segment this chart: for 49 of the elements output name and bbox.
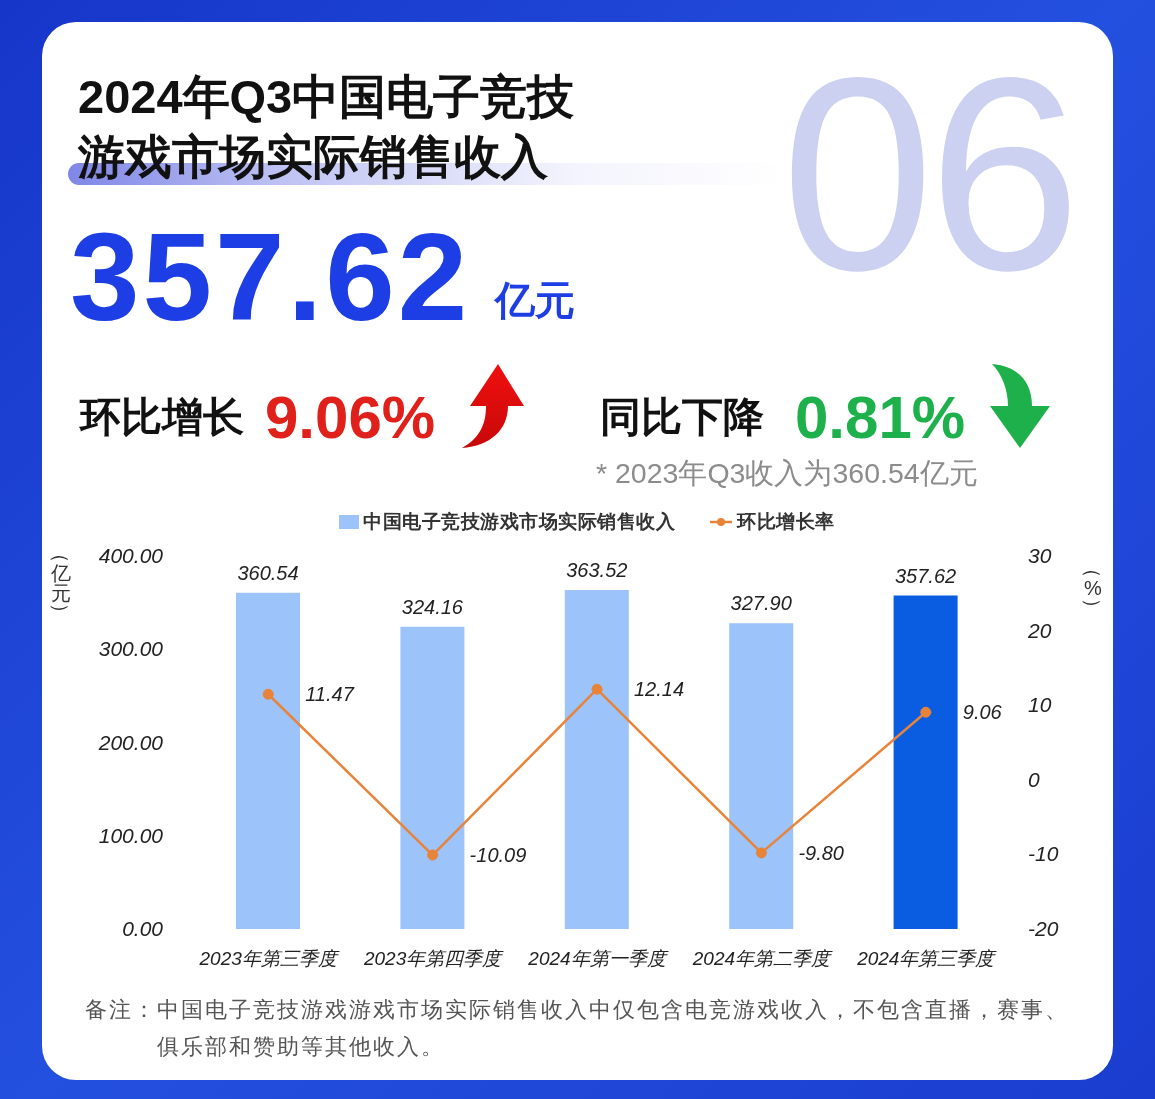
- bar: [236, 592, 300, 929]
- data-label: 327.90: [730, 592, 792, 615]
- point: [920, 706, 932, 718]
- text: 同比下降: [600, 394, 764, 440]
- legend-label: 环比增长率: [737, 510, 835, 534]
- text: 备注：中国电子竞技游戏游戏市场实际销售收入中仅包含电竞游戏收入，不包含直播，赛事、俱乐部和赞助等其他收入。: [85, 996, 1070, 1061]
- bar: [564, 590, 629, 929]
- y2-tick-label: 10: [1028, 693, 1052, 717]
- text: 9.06%: [265, 384, 436, 451]
- data-label: -10.09: [469, 844, 527, 867]
- y2-axis-title: （%）: [1082, 558, 1104, 618]
- y-tick-label: 0.00: [122, 917, 164, 940]
- chart-title: 2024年Q3中国电子竞技游戏市场实际销售收入: [78, 69, 576, 185]
- data-label: 12.14: [634, 678, 685, 701]
- y-tick-label: 100.00: [98, 823, 164, 847]
- y-tick-label: 200.00: [97, 730, 164, 754]
- text: 357.62: [70, 207, 471, 346]
- data-label: 363.52: [566, 559, 628, 582]
- y-axis-title: （亿元）: [50, 543, 72, 623]
- x-tick-label: 2023年第四季度: [362, 948, 505, 969]
- text: 亿元: [495, 278, 575, 322]
- y-tick-label: 400.00: [98, 544, 164, 567]
- point: [591, 683, 603, 695]
- x-tick-label: 2024年第三季度: [856, 948, 998, 969]
- y-tick-label: 300.00: [98, 637, 164, 661]
- data-label: 324.16: [401, 595, 464, 618]
- y2-tick-label: 30: [1028, 544, 1052, 567]
- data-label: 357.62: [895, 564, 957, 587]
- y2-tick-label: 20: [1027, 618, 1052, 642]
- legend-label: 中国电子竞技游戏市场实际销售收入: [363, 510, 676, 534]
- text: * 2023年Q3收入为360.54亿元: [596, 457, 978, 489]
- y2-tick-label: 0: [1028, 767, 1040, 791]
- point: [262, 688, 274, 700]
- x-tick-label: 2024年第二季度: [691, 948, 834, 969]
- y2-tick-label: -20: [1028, 917, 1059, 940]
- data-label: 11.47: [305, 683, 355, 706]
- data-label: 360.54: [237, 561, 299, 584]
- x-tick-label: 2024年第一季度: [527, 948, 669, 969]
- bar: [400, 626, 465, 929]
- point: [755, 847, 767, 859]
- text: 0.81%: [795, 384, 966, 451]
- bar: [893, 595, 958, 929]
- text: 环比增长: [80, 394, 244, 440]
- data-label: -9.80: [798, 841, 844, 864]
- data-label: 9.06: [962, 701, 1003, 724]
- x-tick-label: 2023年第三季度: [198, 948, 340, 969]
- y2-tick-label: -10: [1028, 842, 1059, 866]
- point: [427, 849, 439, 861]
- bar: [729, 623, 794, 929]
